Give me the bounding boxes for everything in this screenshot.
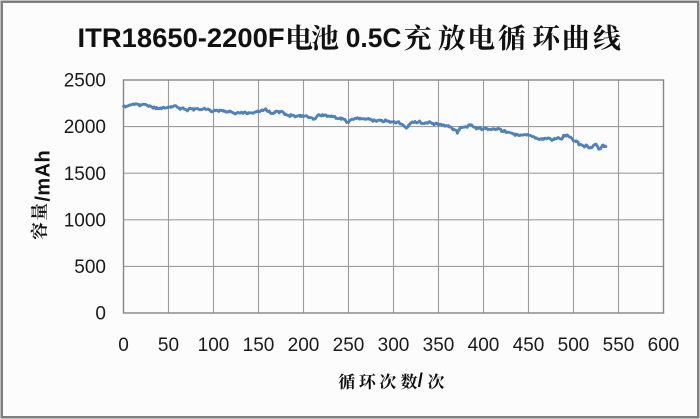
svg-text:450: 450 [513,335,545,356]
svg-text:400: 400 [468,335,500,356]
svg-text:350: 350 [423,335,455,356]
svg-text:550: 550 [603,335,635,356]
svg-text:1000: 1000 [64,210,106,231]
svg-text:2000: 2000 [64,117,106,138]
svg-text:250: 250 [333,335,365,356]
svg-text:/mAh: /mAh [33,150,55,202]
svg-text:200: 200 [288,335,320,356]
svg-text:0.5C: 0.5C [346,23,402,53]
svg-text:2500: 2500 [64,71,106,92]
svg-text:100: 100 [198,335,230,356]
svg-text:500: 500 [558,335,590,356]
svg-text:300: 300 [378,335,410,356]
svg-text:0: 0 [95,304,106,325]
svg-text:/: / [418,370,424,391]
svg-text:500: 500 [74,257,106,278]
svg-text:50: 50 [158,335,179,356]
svg-text:ITR18650-2200F: ITR18650-2200F [78,23,285,53]
svg-text:1500: 1500 [64,164,106,185]
svg-text:600: 600 [648,335,680,356]
svg-text:0: 0 [118,335,129,356]
svg-text:150: 150 [243,335,275,356]
